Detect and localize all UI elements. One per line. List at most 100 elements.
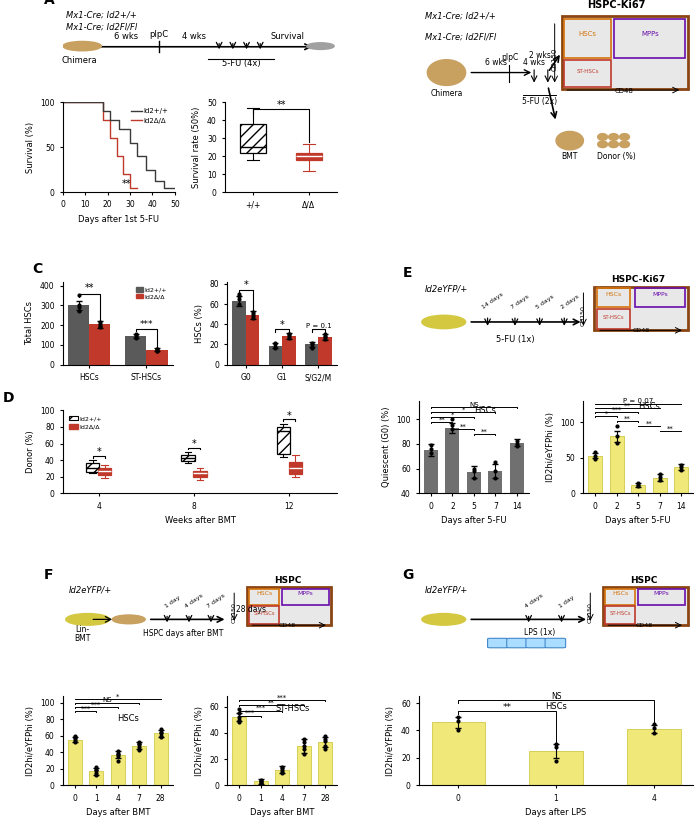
Point xyxy=(550,740,561,753)
Point xyxy=(247,312,258,325)
Bar xyxy=(510,443,524,542)
Point xyxy=(247,310,258,323)
Text: 1 day: 1 day xyxy=(164,596,181,609)
X-axis label: Days after BMT: Days after BMT xyxy=(85,808,150,817)
Bar xyxy=(445,428,459,542)
Point xyxy=(134,738,145,751)
Text: Mx1-Cre; Id2Fl/Fl: Mx1-Cre; Id2Fl/Fl xyxy=(425,32,496,41)
PathPatch shape xyxy=(193,471,206,477)
Bar xyxy=(597,289,630,307)
Point xyxy=(447,419,458,432)
Y-axis label: ID2hi/eYFPhi (%): ID2hi/eYFPhi (%) xyxy=(195,706,204,775)
Point xyxy=(306,337,317,350)
Text: **: ** xyxy=(624,416,631,422)
Circle shape xyxy=(608,133,619,140)
Text: HSCs: HSCs xyxy=(638,402,660,411)
Text: HSPC days after BMT: HSPC days after BMT xyxy=(144,629,224,638)
Point xyxy=(91,766,102,780)
Bar xyxy=(597,308,630,329)
Point xyxy=(91,764,102,777)
Text: ST-HSCs: ST-HSCs xyxy=(253,611,275,616)
Point xyxy=(590,450,601,463)
Point xyxy=(468,462,480,475)
Point xyxy=(490,472,501,485)
Point xyxy=(255,776,266,789)
Text: ***: *** xyxy=(245,710,255,717)
Text: **: ** xyxy=(645,420,652,426)
Text: **: ** xyxy=(460,424,466,429)
Point xyxy=(234,290,245,303)
Circle shape xyxy=(422,614,466,625)
Bar xyxy=(652,478,666,493)
Bar xyxy=(631,485,645,493)
Text: *: * xyxy=(287,411,292,420)
Point xyxy=(648,726,659,739)
Point xyxy=(319,733,330,746)
Point xyxy=(155,726,166,739)
Point xyxy=(426,443,437,456)
Text: ST-HSCs: ST-HSCs xyxy=(610,611,631,616)
Y-axis label: ID2hi/eYFPhi (%): ID2hi/eYFPhi (%) xyxy=(386,706,395,775)
Text: BMT: BMT xyxy=(74,634,90,643)
Text: 7 days: 7 days xyxy=(510,294,531,310)
Text: D: D xyxy=(3,391,14,405)
Circle shape xyxy=(608,141,619,147)
X-axis label: Days after LPS: Days after LPS xyxy=(526,808,587,817)
Text: HSPC-Ki67: HSPC-Ki67 xyxy=(611,275,665,284)
Bar xyxy=(614,19,685,58)
FancyBboxPatch shape xyxy=(526,638,547,648)
Point xyxy=(155,722,166,735)
Text: MPPs: MPPs xyxy=(298,591,314,596)
Point xyxy=(155,727,166,740)
Point xyxy=(276,766,288,779)
Bar xyxy=(232,717,246,785)
Point xyxy=(276,767,288,780)
Legend: Id2+/+, Id2Δ/Δ: Id2+/+, Id2Δ/Δ xyxy=(134,285,169,302)
Text: Mx1-Cre; Id2+/+: Mx1-Cre; Id2+/+ xyxy=(425,11,496,20)
Point xyxy=(550,754,561,767)
Text: CD150: CD150 xyxy=(552,48,558,71)
Text: 5-FU (4x): 5-FU (4x) xyxy=(222,59,260,68)
Bar xyxy=(154,734,167,785)
Point xyxy=(234,711,245,724)
X-axis label: Days after BMT: Days after BMT xyxy=(250,808,314,817)
Point xyxy=(155,731,166,744)
Text: HSPC: HSPC xyxy=(630,576,657,585)
Text: CD150: CD150 xyxy=(581,305,586,326)
Text: 6 wks: 6 wks xyxy=(114,33,138,42)
Text: **: ** xyxy=(503,703,512,712)
Bar xyxy=(636,289,685,307)
Text: pIpC: pIpC xyxy=(501,52,518,61)
Circle shape xyxy=(598,133,608,140)
Point xyxy=(155,730,166,743)
Point xyxy=(69,736,80,749)
Point xyxy=(91,761,102,774)
Point xyxy=(73,299,84,312)
Point xyxy=(134,736,145,749)
Bar xyxy=(424,450,438,542)
Point xyxy=(270,337,281,350)
Text: 1 day: 1 day xyxy=(559,596,575,609)
Text: HSPC-Ki67: HSPC-Ki67 xyxy=(587,0,645,10)
Point xyxy=(130,327,141,340)
Point xyxy=(654,470,665,483)
Text: **: ** xyxy=(438,416,445,422)
Text: Lin-: Lin- xyxy=(75,626,89,635)
Text: *: * xyxy=(604,411,608,417)
Bar xyxy=(68,305,89,365)
Text: *: * xyxy=(461,407,465,412)
PathPatch shape xyxy=(86,464,99,472)
Text: P = 0.07: P = 0.07 xyxy=(623,398,653,404)
FancyBboxPatch shape xyxy=(545,638,566,648)
Point xyxy=(276,761,288,774)
Circle shape xyxy=(620,133,629,140)
Point xyxy=(234,707,245,720)
Text: ***: *** xyxy=(140,320,153,329)
Bar xyxy=(232,301,246,365)
X-axis label: Weeks after BMT: Weeks after BMT xyxy=(164,516,235,525)
Bar xyxy=(589,456,602,493)
Point xyxy=(134,741,145,754)
Bar xyxy=(253,781,267,785)
Point xyxy=(73,305,84,318)
Text: 4 days: 4 days xyxy=(185,593,204,609)
